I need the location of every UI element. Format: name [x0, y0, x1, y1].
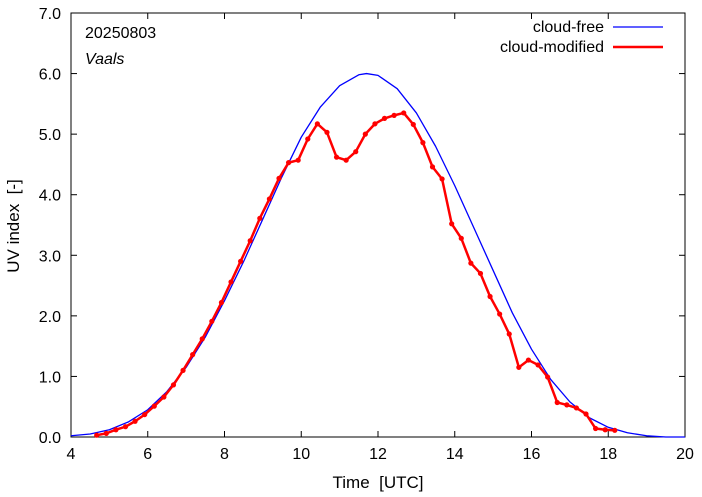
y-tick-label: 3.0: [39, 248, 61, 265]
data-point-cloud-modified: [228, 279, 234, 285]
data-point-cloud-modified: [362, 131, 368, 137]
data-point-cloud-modified: [439, 176, 445, 182]
plot-border: [70, 12, 686, 438]
data-point-cloud-modified: [525, 357, 532, 363]
legend-label-cloud-modified: cloud-modified: [500, 39, 604, 56]
x-tick-label: 16: [523, 446, 541, 463]
series-layer: [70, 72, 685, 438]
data-point-cloud-modified: [564, 402, 570, 408]
data-point-cloud-modified: [506, 331, 512, 337]
data-point-cloud-modified: [142, 411, 148, 418]
data-point-cloud-modified: [391, 112, 397, 118]
data-point-cloud-modified: [353, 149, 359, 155]
y-tick-label: 7.0: [39, 6, 61, 23]
data-point-cloud-modified: [516, 364, 522, 370]
data-point-cloud-modified: [468, 260, 474, 266]
x-tick-label: 10: [292, 446, 310, 463]
x-tick-label: 20: [676, 446, 694, 463]
data-point-cloud-modified: [151, 403, 157, 409]
y-tick-label: 2.0: [39, 309, 61, 326]
y-tick-label: 4.0: [39, 188, 61, 205]
x-axis-title: Time [UTC]: [333, 473, 424, 492]
legend: cloud-free cloud-modified: [500, 19, 663, 56]
y-tick-label: 6.0: [39, 67, 61, 84]
y-tick-label: 1.0: [39, 369, 61, 386]
data-point-cloud-modified: [420, 140, 426, 146]
x-tick-label: 14: [446, 446, 464, 463]
data-point-cloud-modified: [401, 110, 407, 116]
date-annotation: 20250803: [85, 25, 156, 42]
data-point-cloud-modified: [602, 427, 608, 433]
data-point-cloud-modified: [122, 424, 129, 430]
data-point-cloud-modified: [592, 425, 599, 432]
data-point-cloud-modified: [132, 418, 138, 424]
data-point-cloud-modified: [295, 157, 301, 163]
data-point-cloud-modified: [429, 164, 436, 170]
series-line-cloud-free: [70, 72, 685, 438]
data-point-cloud-modified: [218, 299, 225, 306]
data-point-cloud-modified: [324, 129, 330, 135]
data-point-cloud-modified: [410, 121, 416, 128]
data-point-cloud-modified: [612, 427, 618, 433]
data-point-cloud-modified: [535, 362, 541, 368]
data-point-cloud-modified: [190, 352, 196, 358]
legend-label-cloud-free: cloud-free: [533, 19, 604, 36]
y-tick-label: 0.0: [39, 430, 61, 447]
data-point-cloud-modified: [238, 258, 244, 264]
data-point-cloud-modified: [497, 311, 503, 317]
data-point-cloud-modified: [285, 160, 292, 166]
data-point-cloud-modified: [381, 115, 388, 121]
location-annotation: Vaals: [85, 51, 124, 68]
data-point-cloud-modified: [333, 154, 340, 160]
data-point-cloud-modified: [276, 175, 282, 181]
data-point-cloud-modified: [103, 430, 109, 436]
y-axis-title: UV index [-]: [4, 179, 23, 273]
data-point-cloud-modified: [487, 293, 493, 300]
x-tick-label: 4: [67, 446, 76, 463]
data-point-cloud-modified: [314, 121, 320, 127]
y-tick-label: 5.0: [39, 127, 61, 144]
tick-labels: 4 6 8 10 12 14 16 18 20 0.0 1.0 2.0 3.0 4.0 5.0 6.0 7.0: [39, 6, 694, 463]
data-point-cloud-modified: [266, 196, 272, 202]
axis-ticks: [70, 12, 686, 438]
x-tick-label: 12: [369, 446, 387, 463]
x-tick-label: 8: [220, 446, 229, 463]
plot-area: [70, 12, 686, 438]
data-point-cloud-modified: [554, 399, 560, 406]
data-point-cloud-modified: [209, 318, 215, 324]
data-point-cloud-modified: [477, 270, 484, 277]
data-point-cloud-modified: [180, 367, 186, 373]
data-point-cloud-modified: [257, 215, 263, 221]
data-point-cloud-modified: [170, 382, 177, 388]
data-point-cloud-modified: [161, 394, 167, 400]
data-point-cloud-modified: [94, 432, 100, 438]
x-tick-label: 18: [599, 446, 617, 463]
data-point-cloud-modified: [449, 221, 455, 227]
data-point-cloud-modified: [343, 157, 349, 163]
data-point-cloud-modified: [113, 427, 119, 433]
data-point-cloud-modified: [545, 374, 551, 380]
data-point-cloud-modified: [247, 238, 253, 244]
data-point-cloud-modified: [583, 411, 589, 417]
data-point-cloud-modified: [305, 136, 311, 142]
x-tick-label: 6: [143, 446, 152, 463]
data-point-cloud-modified: [573, 405, 579, 411]
data-point-cloud-modified: [372, 121, 378, 127]
data-point-cloud-modified: [458, 235, 464, 241]
data-point-cloud-modified: [199, 336, 205, 342]
